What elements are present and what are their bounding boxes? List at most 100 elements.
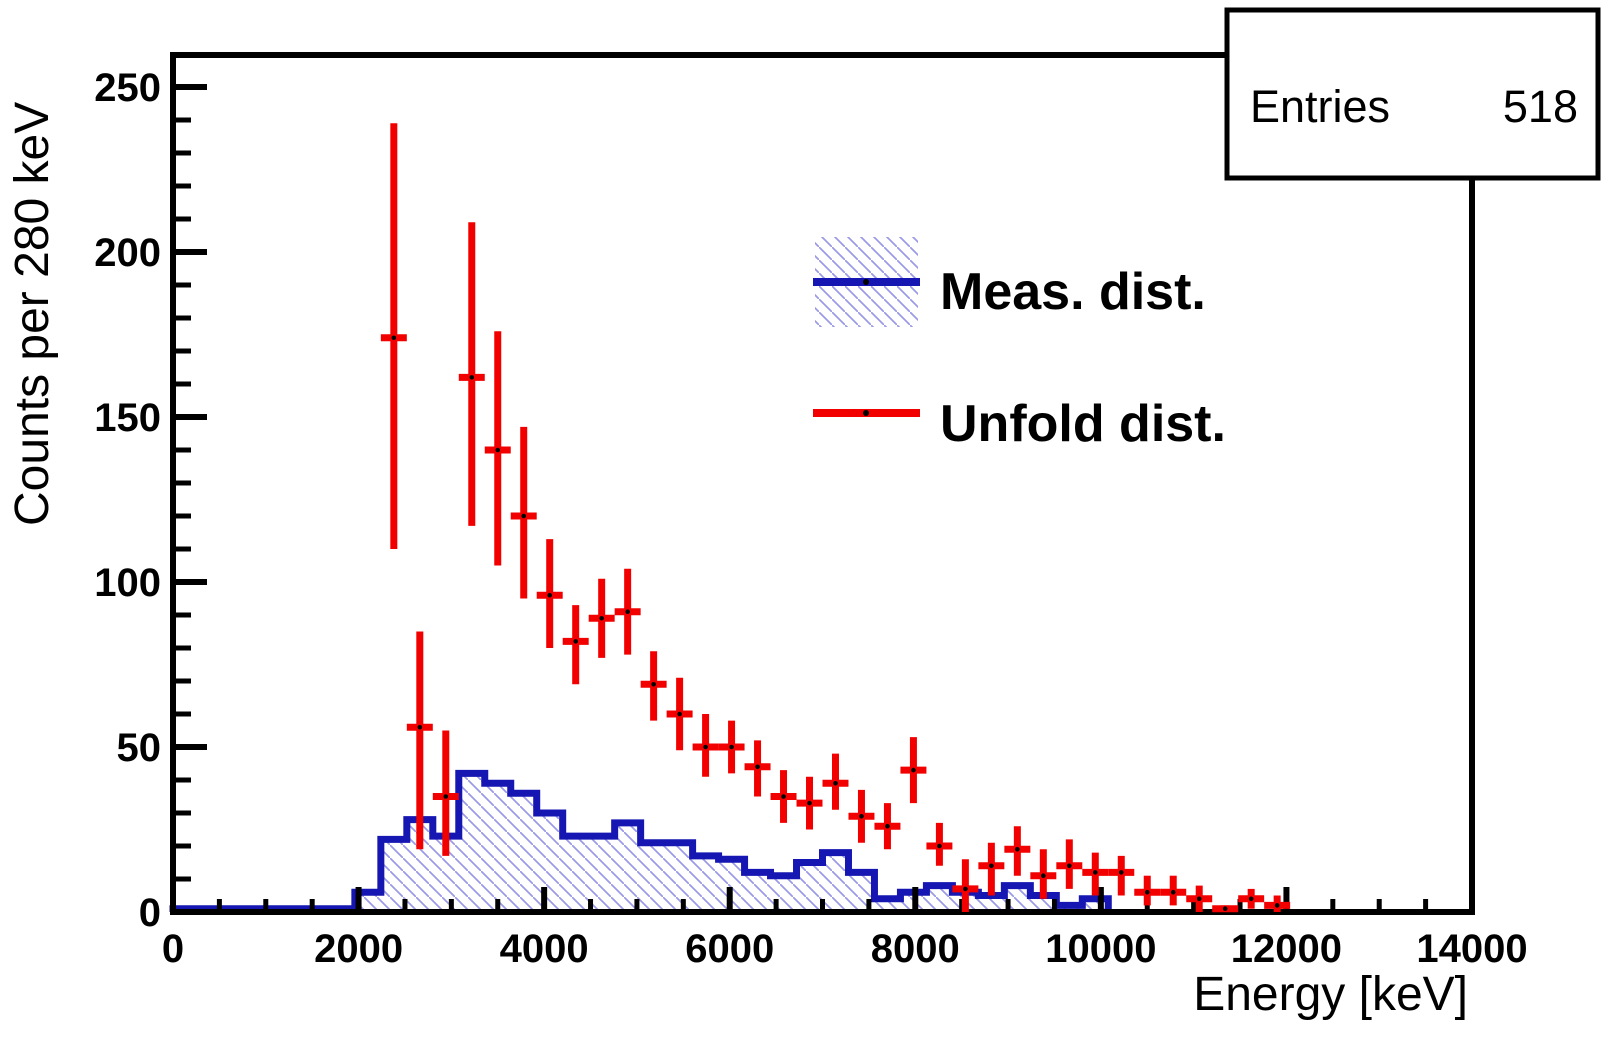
data-marker — [885, 823, 890, 829]
legend-unfolded-marker — [863, 410, 869, 416]
stats-box-frame — [1224, 7, 1601, 181]
errorbar-point — [1056, 839, 1083, 889]
data-marker — [807, 800, 812, 806]
errorbar-point — [484, 331, 511, 566]
data-marker — [599, 616, 604, 621]
errorbar-point — [952, 859, 979, 912]
errorbar-point — [744, 740, 771, 797]
y-tick-label: 150 — [94, 396, 161, 440]
errorbar-point — [406, 631, 433, 850]
errorbar-point — [822, 753, 849, 810]
errorbar-point — [640, 651, 667, 721]
data-marker — [1015, 847, 1020, 852]
data-marker — [1196, 896, 1202, 902]
data-marker — [391, 335, 397, 341]
data-marker — [937, 843, 942, 849]
errorbar-point — [718, 720, 745, 774]
data-marker — [443, 794, 449, 799]
errorbar-point — [1212, 905, 1239, 913]
data-marker — [417, 724, 423, 730]
y-tick-label: 200 — [94, 231, 161, 275]
y-tick-label: 0 — [139, 891, 161, 935]
errorbar-point — [666, 677, 693, 751]
y-tick-label: 250 — [94, 66, 161, 110]
data-marker — [495, 447, 501, 453]
data-marker — [911, 767, 916, 773]
x-tick-label: 4000 — [500, 927, 589, 971]
data-marker — [1222, 906, 1228, 911]
x-tick-label: 14000 — [1416, 927, 1527, 971]
data-marker — [469, 375, 475, 380]
errorbar-point — [510, 426, 537, 599]
errorbar-point — [1186, 885, 1213, 912]
errorbar-point — [1082, 852, 1109, 896]
data-marker — [989, 863, 994, 869]
stats-box: Entries 518 — [1224, 7, 1601, 181]
data-marker — [651, 682, 656, 687]
errorbar-point — [1030, 849, 1057, 899]
errorbar-point — [874, 803, 901, 850]
x-tick-label: 6000 — [685, 927, 774, 971]
x-tick-label: 8000 — [871, 927, 960, 971]
errorbar-point — [770, 770, 797, 823]
errorbar-point — [796, 776, 823, 830]
data-marker — [677, 711, 682, 717]
stats-entries-value: 518 — [1503, 81, 1578, 132]
data-marker — [1118, 870, 1124, 875]
errorbar-point — [848, 789, 875, 843]
data-marker — [1144, 889, 1150, 895]
x-tick-label: 12000 — [1231, 927, 1342, 971]
errorbar-point — [692, 714, 719, 777]
data-marker — [1248, 896, 1254, 902]
data-marker — [781, 794, 786, 799]
legend-unfolded-label: Unfold dist. — [940, 395, 1226, 453]
x-tick-label: 10000 — [1045, 927, 1156, 971]
errorbar-point — [1134, 875, 1161, 906]
legend-measured-marker — [863, 279, 869, 285]
errorbar-point — [458, 222, 485, 526]
data-marker — [1092, 870, 1098, 875]
x-axis-title: Energy [keV] — [1193, 968, 1468, 1021]
legend: Meas. dist. Unfold dist. — [813, 237, 1226, 453]
data-marker — [859, 814, 864, 819]
data-marker — [521, 513, 527, 519]
x-tick-label: 2000 — [314, 927, 403, 971]
data-marker — [1274, 903, 1280, 908]
errorbar-point — [1004, 826, 1031, 876]
data-marker — [703, 744, 708, 750]
data-marker — [755, 764, 760, 770]
errorbar-point — [926, 822, 953, 866]
errorbar-point — [1238, 888, 1265, 909]
data-marker — [963, 886, 968, 892]
errorbar-point — [380, 123, 407, 550]
errorbar-point — [1264, 895, 1291, 912]
data-marker — [573, 639, 578, 644]
errorbar-point — [900, 737, 927, 804]
data-marker — [1170, 889, 1176, 895]
errorbar-point — [1108, 855, 1135, 896]
stats-entries-label: Entries — [1250, 81, 1390, 132]
errorbar-point — [562, 605, 589, 685]
unfolded-errorbars — [380, 123, 1291, 913]
data-marker — [1041, 873, 1046, 879]
x-tick-label: 0 — [162, 927, 184, 971]
errorbar-point — [1160, 875, 1187, 906]
measured-histogram-outline — [169, 769, 1112, 913]
y-axis-title: Counts per 280 keV — [6, 102, 59, 526]
data-marker — [729, 744, 734, 750]
data-marker — [833, 781, 838, 786]
data-marker — [625, 609, 630, 615]
data-marker — [547, 592, 553, 598]
errorbar-point — [978, 842, 1005, 896]
axis-tick-labels: 0 2000 4000 6000 8000 10000 12000 14000 0 50 100 15… — [94, 66, 1527, 971]
errorbar-point — [588, 578, 615, 658]
errorbar-point — [536, 539, 563, 649]
errorbar-point — [614, 568, 641, 655]
y-tick-label: 100 — [94, 561, 161, 605]
legend-measured-label: Meas. dist. — [940, 263, 1206, 321]
errorbar-point — [432, 730, 459, 856]
axis-ticks — [170, 84, 1475, 915]
data-marker — [1067, 863, 1072, 869]
